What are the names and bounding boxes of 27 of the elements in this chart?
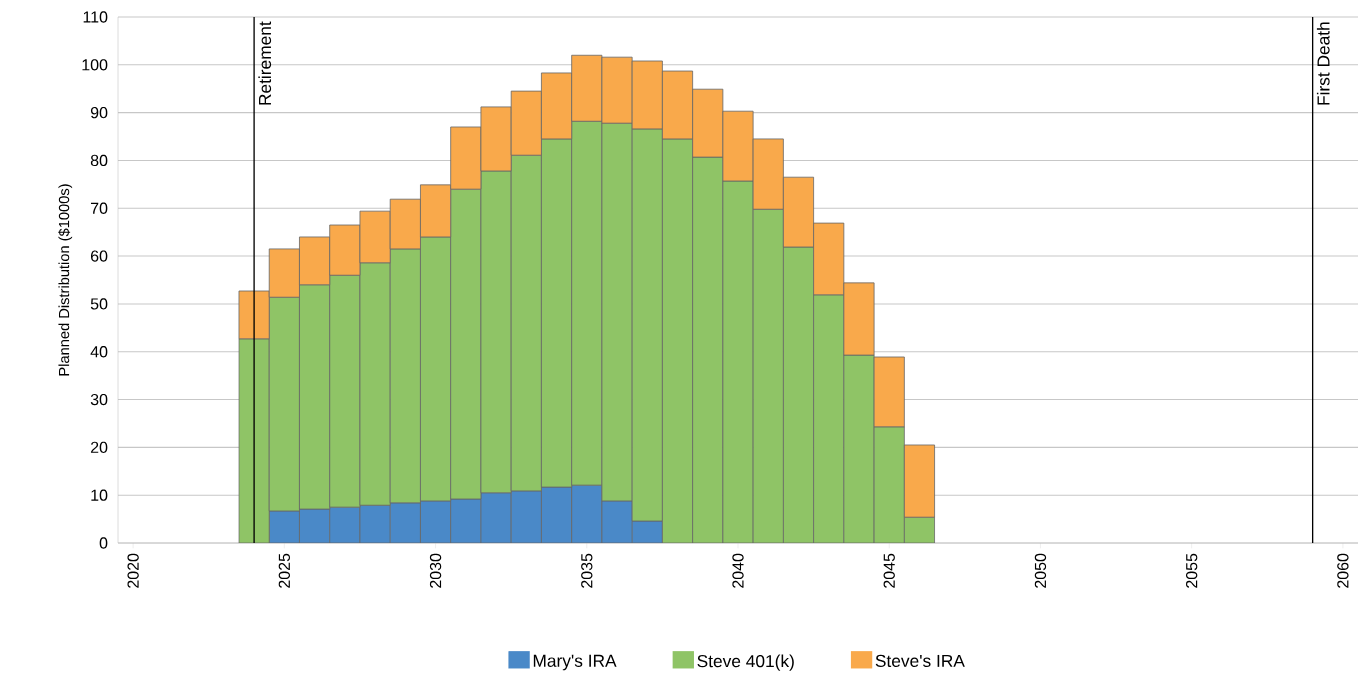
x-tick-label: 2025 [278, 553, 290, 588]
legend-label: Steve's IRA [875, 654, 965, 668]
y-tick-label: 0 [99, 537, 108, 549]
x-tick-label: 2040 [732, 553, 744, 588]
y-tick-label: 60 [90, 250, 108, 262]
y-axis-title: Planned Distribution ($1000s) [58, 184, 73, 376]
y-tick-label: 70 [90, 202, 108, 214]
y-tick-label: 80 [90, 154, 108, 167]
x-tick-label: 2055 [1186, 553, 1198, 588]
legend-label: Mary's IRA [533, 654, 617, 671]
x-tick-label: 2060 [1337, 553, 1349, 588]
y-tick-label: 100 [82, 59, 108, 71]
x-tick-label: 2050 [1034, 553, 1047, 588]
x-tick-label: 2020 [127, 553, 139, 588]
y-tick-label: 30 [90, 393, 108, 406]
y-tick-label: 50 [90, 298, 108, 310]
ref-line-label: First Death [1316, 22, 1330, 105]
ref-line-label: Retirement [258, 21, 272, 105]
x-tick-label: 2045 [883, 553, 895, 588]
y-tick-label: 40 [90, 346, 108, 358]
x-tick-label: 2035 [581, 553, 593, 588]
y-tick-label: 110 [83, 11, 108, 23]
y-tick-label: 20 [90, 441, 108, 454]
legend-label: Steve 401(k) [697, 654, 794, 671]
x-tick-label: 2030 [429, 553, 442, 588]
y-tick-label: 10 [91, 489, 108, 501]
y-tick-label: 90 [90, 106, 108, 119]
